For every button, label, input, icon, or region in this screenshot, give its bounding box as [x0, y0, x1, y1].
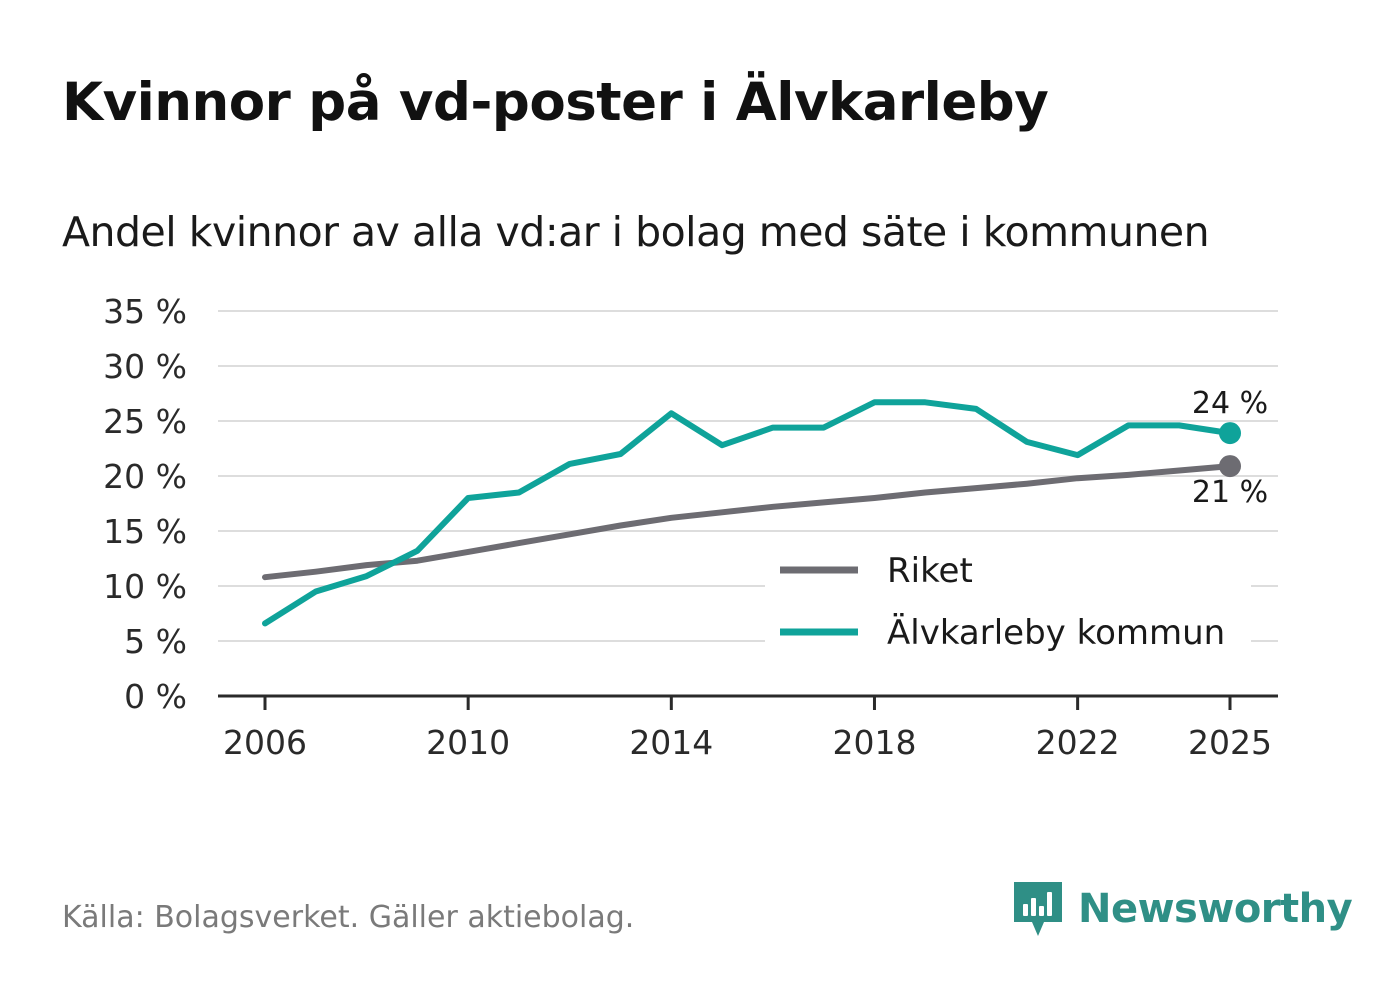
newsworthy-logo-icon: [1014, 882, 1062, 936]
chart-title: Kvinnor på vd-poster i Älvkarleby: [62, 72, 1049, 133]
end-value-label: 24 %: [1192, 386, 1268, 421]
y-tick-label: 5 %: [124, 622, 187, 661]
series-endpoints: 21 % 24 %: [1192, 386, 1268, 510]
brand-logo: Newsworthy: [1010, 878, 1353, 940]
legend-background: [765, 542, 1251, 658]
brand-name: Newsworthy: [1078, 886, 1353, 932]
chart-subtitle: Andel kvinnor av alla vd:ar i bolag med …: [62, 208, 1210, 256]
x-tick-label: 2010: [426, 723, 510, 762]
x-tick-label: 2022: [1036, 723, 1120, 762]
y-tick-label: 35 %: [103, 292, 187, 331]
x-tick-label: 2014: [629, 723, 713, 762]
y-tick-label: 30 %: [103, 347, 187, 386]
series-lines: [262, 399, 1233, 627]
series-line-kommun: [262, 399, 1233, 627]
y-tick-label: 10 %: [103, 567, 187, 606]
x-axis-ticks: 2006 2010 2014 2018 2022 2025: [218, 694, 1278, 762]
y-tick-label: 15 %: [103, 512, 187, 551]
legend-label: Riket: [887, 551, 973, 591]
source-note: Källa: Bolagsverket. Gäller aktiebolag.: [62, 900, 635, 935]
y-axis-ticks: 0 % 5 % 10 % 15 % 20 % 25 % 30 % 35 %: [103, 292, 187, 716]
y-tick-label: 25 %: [103, 402, 187, 441]
series-line-riket: [262, 463, 1233, 581]
end-value-label: 21 %: [1192, 475, 1268, 510]
x-tick-label: 2025: [1188, 723, 1272, 762]
series-endpoint-kommun: [1219, 422, 1241, 445]
legend-label: Älvkarleby kommun: [887, 613, 1225, 653]
series-endpoint-riket: [1219, 455, 1241, 478]
x-tick-label: 2006: [223, 723, 307, 762]
x-tick-label: 2018: [832, 723, 916, 762]
legend-box: [765, 542, 1251, 658]
y-tick-label: 20 %: [103, 457, 187, 496]
y-tick-label: 0 %: [124, 677, 187, 716]
legend: Riket Älvkarleby kommun: [780, 551, 1225, 653]
